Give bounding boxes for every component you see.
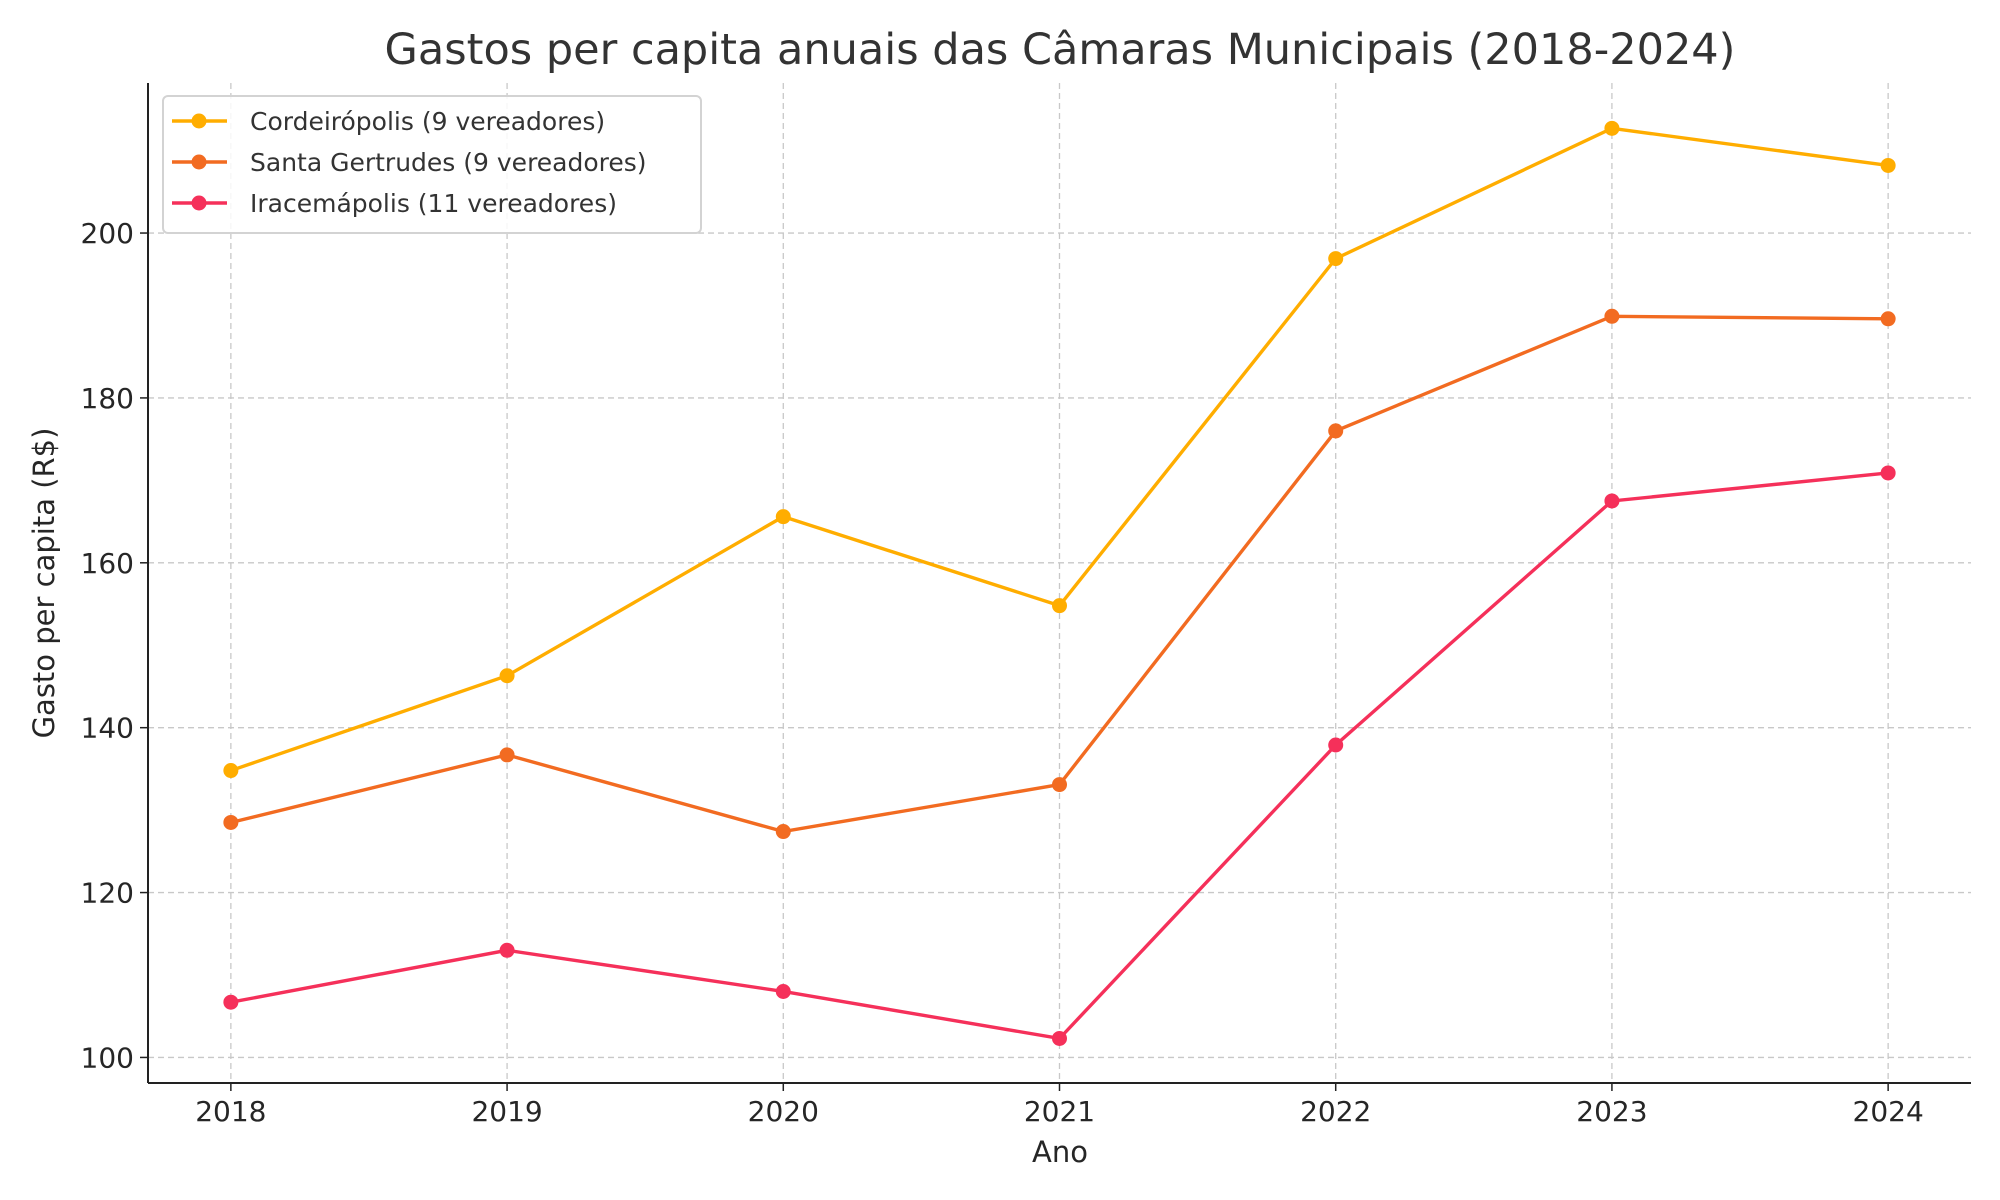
- legend: Cordeirópolis (9 vereadores) Santa Gertru…: [162, 95, 702, 234]
- x-tick-label: 2018: [195, 1095, 266, 1128]
- data-point: [775, 983, 791, 999]
- y-axis-label: Gasto per capita (R$): [27, 428, 61, 739]
- data-point: [1052, 1030, 1067, 1046]
- x-tick-label: 2024: [1853, 1095, 1924, 1128]
- data-point: [1880, 157, 1896, 173]
- data-point: [223, 763, 239, 779]
- x-tick-label: 2022: [1300, 1095, 1371, 1128]
- x-tick-label: 2019: [471, 1095, 542, 1128]
- data-point: [1880, 465, 1896, 481]
- legend-marker-2: [191, 195, 207, 211]
- data-point: [1328, 423, 1344, 439]
- legend-label-2: Iracemápolis (11 vereadores): [250, 189, 617, 218]
- y-tick-label: 100: [81, 1041, 134, 1074]
- data-point: [223, 814, 239, 830]
- data-point: [499, 668, 515, 684]
- y-tick-label: 140: [81, 712, 134, 745]
- y-tick-label: 160: [81, 547, 134, 580]
- data-point: [1328, 737, 1344, 753]
- data-point: [1880, 311, 1896, 327]
- data-point: [1604, 493, 1620, 509]
- data-point: [499, 942, 515, 958]
- y-tick-label: 120: [81, 877, 134, 910]
- data-point: [1052, 777, 1067, 793]
- data-point: [1604, 308, 1620, 324]
- legend-marker-0: [191, 113, 207, 129]
- data-point: [499, 747, 515, 763]
- data-point: [1052, 598, 1067, 614]
- data-point: [223, 994, 239, 1010]
- legend-label-1: Santa Gertrudes (9 vereadores): [250, 148, 647, 177]
- data-point: [775, 509, 791, 525]
- data-point: [1604, 120, 1620, 136]
- legend-marker-1: [191, 154, 207, 170]
- y-tick-label: 200: [81, 217, 134, 250]
- legend-box: [162, 95, 702, 234]
- x-tick-label: 2021: [1024, 1095, 1095, 1128]
- legend-label-0: Cordeirópolis (9 vereadores): [250, 107, 605, 136]
- x-tick-label: 2020: [748, 1095, 819, 1128]
- y-tick-label: 180: [81, 382, 134, 415]
- data-point: [1328, 251, 1344, 267]
- x-axis-label: Ano: [1032, 1135, 1088, 1169]
- data-point: [775, 824, 791, 840]
- x-tick-label: 2023: [1576, 1095, 1647, 1128]
- chart-title: Gastos per capita anuais das Câmaras Mun…: [385, 25, 1736, 75]
